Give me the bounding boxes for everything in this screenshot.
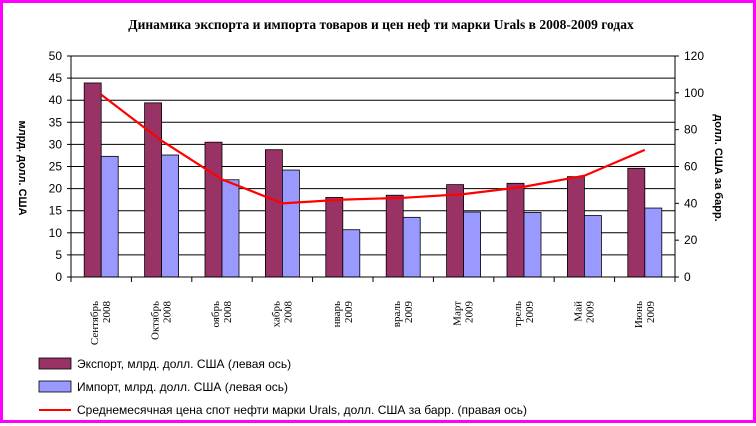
tick-label-left: 0 xyxy=(55,270,62,284)
bar-export xyxy=(325,197,344,278)
bar-export xyxy=(627,167,646,278)
bar-export xyxy=(506,182,525,278)
price-line xyxy=(100,93,646,205)
bar-import xyxy=(161,154,180,278)
category-labels: Сентябрь2008 Октябрь2008 оябрь2008 хабрь200… xyxy=(89,301,657,346)
tick-label-left: 5 xyxy=(55,248,62,262)
legend: Экспорт, млрд. долл. США (левая ось) Импо… xyxy=(38,357,527,417)
tick-label-right: 40 xyxy=(684,196,698,210)
bar-import xyxy=(402,216,421,278)
bar-export xyxy=(204,141,223,278)
left-axis-ticks: 0 5 10 15 20 25 30 35 40 45 50 xyxy=(49,49,71,284)
category-label: Май2009 xyxy=(572,301,596,324)
tick-label-right: 100 xyxy=(684,86,704,100)
category-label: хабрь2008 xyxy=(270,301,294,328)
tick-label-right: 0 xyxy=(684,270,691,284)
tick-label-left: 25 xyxy=(49,160,63,174)
series-line-price xyxy=(100,93,646,205)
bar-import xyxy=(523,212,542,278)
y-axis-label-right: долл. США за барр. xyxy=(712,114,724,221)
chart-title: Динамика экспорта и импорта товаров и це… xyxy=(128,17,634,32)
right-axis-ticks: 0 20 40 60 80 100 120 xyxy=(675,49,704,284)
bar-export xyxy=(385,194,404,278)
bar-import xyxy=(342,229,361,278)
tick-label-left: 15 xyxy=(49,204,63,218)
category-label: Сентябрь2008 xyxy=(89,301,113,346)
bar-import xyxy=(281,169,300,278)
tick-label-right: 20 xyxy=(684,233,698,247)
category-label: трель2009 xyxy=(512,301,536,327)
y-axis-label-left: млрд. долл. США xyxy=(16,120,28,215)
bar-import xyxy=(463,211,482,278)
category-label: Июнь2009 xyxy=(633,301,657,329)
category-label: враль2009 xyxy=(391,301,415,328)
legend-swatch xyxy=(38,357,72,370)
bar-import xyxy=(644,207,663,278)
chart: Динамика экспорта и импорта товаров и це… xyxy=(16,17,724,417)
category-label: Октябрь2008 xyxy=(150,301,174,340)
bar-import xyxy=(584,215,602,278)
bar-import xyxy=(100,155,119,278)
tick-label-right: 120 xyxy=(684,49,704,63)
bar-import xyxy=(221,179,240,278)
tick-label-left: 20 xyxy=(49,182,63,196)
tick-label-left: 45 xyxy=(49,71,63,85)
category-label: оябрь2008 xyxy=(210,301,234,328)
tick-label-left: 10 xyxy=(49,226,63,240)
tick-label-left: 40 xyxy=(49,93,63,107)
category-label: Март2009 xyxy=(452,301,476,326)
tick-label-right: 80 xyxy=(684,123,698,137)
tick-label-right: 60 xyxy=(684,160,698,174)
tick-label-left: 30 xyxy=(49,137,63,151)
category-label: нварь2009 xyxy=(331,301,355,328)
bars xyxy=(83,82,663,278)
tick-label-left: 50 xyxy=(49,49,63,63)
legend-label: Среднемесячная цена спот нефти марки Ura… xyxy=(77,403,527,417)
bar-export xyxy=(446,184,465,278)
legend-label: Импорт, млрд. долл. США (левая ось) xyxy=(77,380,288,394)
bar-export xyxy=(567,176,585,278)
bar-export xyxy=(83,82,102,278)
tick-label-left: 35 xyxy=(49,115,63,129)
legend-swatch xyxy=(38,380,72,393)
bar-export xyxy=(264,149,283,278)
legend-label: Экспорт, млрд. долл. США (левая ось) xyxy=(77,357,291,371)
